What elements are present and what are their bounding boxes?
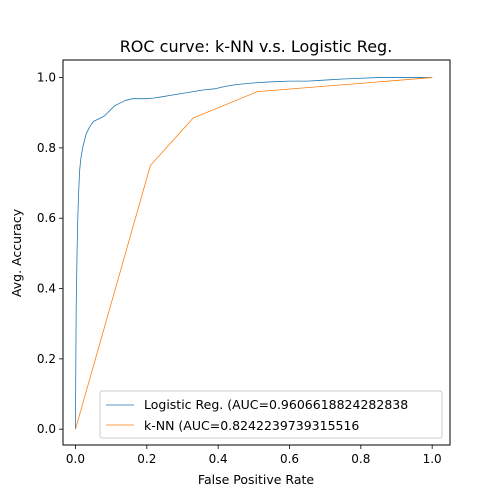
plot-lines [75, 77, 433, 430]
legend: Logistic Reg. (AUC=0.9606618824282838 k-… [99, 390, 443, 439]
x-axis-ticks: 0.0 0.2 0.4 0.6 0.8 1.0 [66, 445, 442, 466]
series-line-0 [75, 77, 433, 430]
plot-frame [62, 59, 451, 446]
y-axis-ticks: 0.0 0.2 0.4 0.6 0.8 1.0 [37, 71, 63, 436]
y-tick-label: 0.8 [37, 141, 56, 155]
x-tick-label: 0.0 [66, 452, 85, 466]
y-tick-label: 0.0 [37, 422, 56, 436]
series-line-1 [75, 77, 433, 430]
legend-box [99, 390, 443, 439]
x-tick-label: 0.8 [351, 452, 370, 466]
legend-label-logistic: Logistic Reg. (AUC=0.9606618824282838 [144, 397, 408, 412]
y-tick-label: 0.2 [37, 352, 56, 366]
x-tick-label: 0.4 [209, 452, 228, 466]
y-tick-label: 0.6 [37, 211, 56, 225]
x-tick-label: 0.6 [280, 452, 299, 466]
y-tick-label: 1.0 [37, 71, 56, 85]
x-axis-label: False Positive Rate [198, 472, 314, 487]
legend-label-knn: k-NN (AUC=0.8242239739315516 [144, 418, 359, 433]
chart-title: ROC curve: k-NN v.s. Logistic Reg. [120, 37, 393, 56]
y-tick-label: 0.4 [37, 282, 56, 296]
x-tick-label: 1.0 [423, 452, 442, 466]
y-axis-label: Avg. Accuracy [9, 208, 24, 297]
x-tick-label: 0.2 [137, 452, 156, 466]
